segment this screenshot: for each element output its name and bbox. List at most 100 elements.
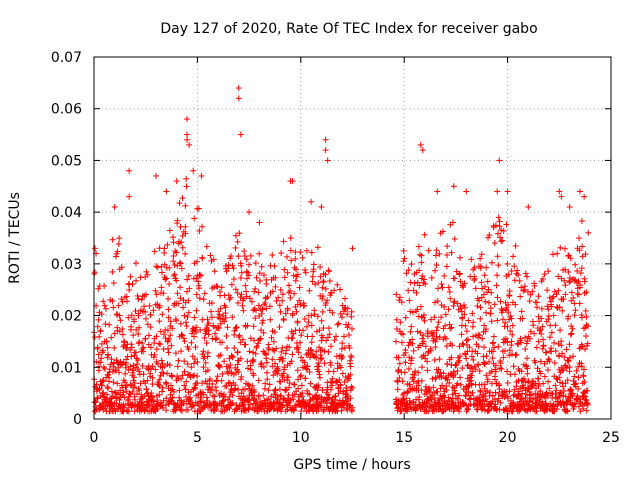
data-point — [150, 307, 157, 314]
data-point — [239, 302, 246, 309]
data-point — [170, 388, 177, 395]
data-point — [122, 370, 129, 377]
data-point — [195, 282, 202, 289]
data-point — [128, 312, 135, 319]
data-point — [160, 290, 167, 297]
data-point — [200, 364, 207, 371]
data-point — [251, 388, 258, 395]
data-point — [177, 406, 184, 413]
data-point — [153, 291, 160, 298]
data-point — [111, 330, 118, 337]
data-point — [303, 323, 310, 330]
data-point — [118, 296, 125, 303]
data-point — [224, 324, 231, 331]
x-tick-label: 0 — [90, 430, 99, 446]
data-point — [173, 277, 180, 284]
data-point — [232, 244, 239, 251]
y-tick-label: 0.04 — [51, 205, 82, 221]
data-point — [108, 356, 115, 363]
data-point — [232, 286, 239, 293]
data-point — [269, 288, 276, 295]
data-point — [169, 325, 176, 332]
data-point — [245, 272, 252, 279]
y-tick-label: 0.02 — [51, 309, 82, 325]
data-point — [300, 396, 307, 403]
data-point — [245, 397, 252, 404]
data-point — [248, 298, 255, 305]
data-point — [274, 370, 281, 377]
data-point — [308, 249, 315, 256]
data-point — [94, 323, 101, 330]
data-point — [166, 227, 173, 234]
data-point — [166, 362, 173, 369]
data-point — [251, 288, 258, 295]
data-point — [191, 372, 198, 379]
data-point — [270, 391, 277, 398]
data-point — [217, 352, 224, 359]
data-point — [147, 344, 154, 351]
data-point — [256, 270, 263, 277]
data-point — [231, 327, 238, 334]
data-point — [290, 407, 297, 414]
data-point — [164, 241, 171, 248]
data-point — [178, 239, 185, 246]
data-point — [218, 284, 225, 291]
data-point — [132, 349, 139, 356]
data-point — [115, 241, 122, 248]
data-point — [253, 399, 260, 406]
data-point — [237, 274, 244, 281]
data-point — [232, 369, 239, 376]
data-point — [285, 282, 292, 289]
data-point — [152, 366, 159, 373]
data-point — [287, 247, 294, 254]
data-point — [168, 397, 175, 404]
data-point — [204, 316, 211, 323]
data-point — [163, 275, 170, 282]
data-point — [244, 358, 251, 365]
data-point — [280, 238, 287, 245]
data-point — [113, 400, 120, 407]
data-point — [104, 354, 111, 361]
data-point — [110, 304, 117, 311]
data-point — [194, 359, 201, 366]
data-point — [129, 388, 136, 395]
data-point — [294, 271, 301, 278]
data-point — [290, 272, 297, 279]
data-point — [100, 393, 107, 400]
data-point — [181, 368, 188, 375]
data-point — [226, 393, 233, 400]
data-point — [193, 291, 200, 298]
data-point — [266, 381, 273, 388]
data-point — [296, 284, 303, 291]
data-point — [292, 277, 299, 284]
data-point — [242, 341, 249, 348]
data-point — [291, 381, 298, 388]
data-point — [177, 320, 184, 327]
data-point — [171, 261, 178, 268]
data-point — [298, 372, 305, 379]
data-point — [157, 328, 164, 335]
data-point — [127, 381, 134, 388]
data-point — [261, 385, 268, 392]
data-point — [308, 339, 315, 346]
data-point — [211, 268, 218, 275]
data-point — [131, 374, 138, 381]
data-point — [294, 367, 301, 374]
data-point — [293, 308, 300, 315]
data-point — [98, 382, 105, 389]
data-point — [109, 298, 116, 305]
data-point — [233, 324, 240, 331]
data-point — [273, 345, 280, 352]
data-point — [178, 407, 185, 414]
data-point — [131, 380, 138, 387]
data-point — [287, 234, 294, 241]
data-point — [159, 311, 166, 318]
data-point — [188, 330, 195, 337]
data-point — [244, 275, 251, 282]
data-point — [273, 297, 280, 304]
data-point — [264, 376, 271, 383]
data-point — [301, 266, 308, 273]
data-point — [116, 235, 123, 242]
data-point — [163, 407, 170, 414]
data-point — [253, 274, 260, 281]
